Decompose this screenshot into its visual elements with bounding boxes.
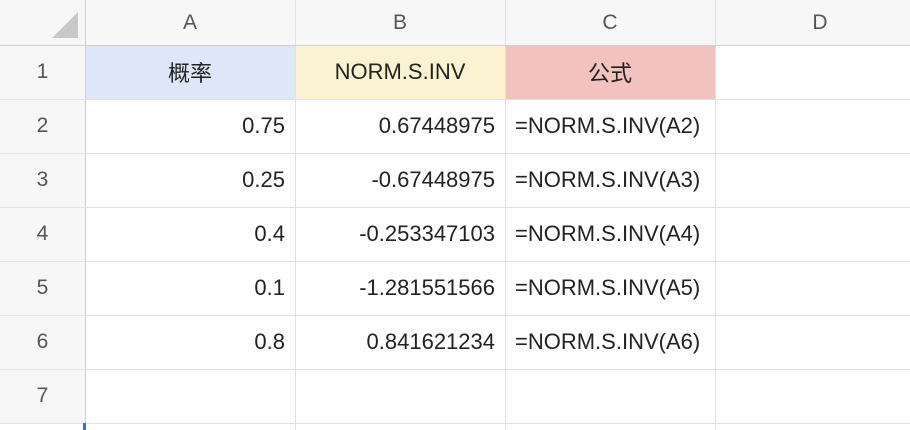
cell[interactable]: -0.67448975 [371, 167, 495, 192]
cell[interactable]: NORM.S.INV [295, 45, 505, 99]
corner[interactable] [0, 0, 85, 45]
column-header[interactable]: D [715, 0, 910, 45]
grid-line [0, 369, 910, 370]
row-header[interactable]: 5 [0, 261, 85, 315]
cell[interactable]: 0.841621234 [366, 329, 495, 354]
cell[interactable]: -0.253347103 [359, 221, 495, 246]
cell[interactable]: 概率 [85, 45, 295, 99]
grid-line [0, 99, 910, 100]
column-header[interactable]: A [85, 0, 295, 45]
row-header[interactable]: 1 [0, 45, 85, 99]
cell[interactable]: 0.25 [242, 167, 285, 192]
cell[interactable]: 0.67448975 [378, 113, 495, 138]
grid-line [715, 0, 716, 430]
cell[interactable]: =NORM.S.INV(A5) [515, 275, 701, 300]
selection-edge [83, 423, 86, 430]
row-header[interactable]: 4 [0, 207, 85, 261]
grid-line [0, 153, 910, 154]
cell[interactable]: =NORM.S.INV(A6) [515, 329, 701, 354]
cell[interactable]: 0.75 [242, 113, 285, 138]
row-header[interactable]: 6 [0, 315, 85, 369]
grid-line [85, 0, 86, 430]
corner-icon [52, 12, 78, 38]
grid-line [0, 261, 910, 262]
grid-line [295, 0, 296, 430]
grid-line [0, 207, 910, 208]
grid-line [0, 423, 910, 424]
grid-line [0, 315, 910, 316]
row-header[interactable]: 7 [0, 369, 85, 423]
grid-line [505, 0, 506, 430]
cell[interactable]: 公式 [505, 45, 715, 99]
cell[interactable]: =NORM.S.INV(A4) [515, 221, 701, 246]
cell[interactable]: 0.1 [254, 275, 285, 300]
column-header[interactable]: B [295, 0, 505, 45]
cell[interactable]: 0.4 [254, 221, 285, 246]
grid-line [0, 45, 910, 46]
cell[interactable]: =NORM.S.INV(A3) [515, 167, 701, 192]
cell[interactable]: 0.8 [254, 329, 285, 354]
column-header[interactable]: C [505, 0, 715, 45]
cell[interactable]: =NORM.S.INV(A2) [515, 113, 701, 138]
row-header[interactable]: 3 [0, 153, 85, 207]
cell[interactable]: -1.281551566 [359, 275, 495, 300]
row-header[interactable]: 2 [0, 99, 85, 153]
